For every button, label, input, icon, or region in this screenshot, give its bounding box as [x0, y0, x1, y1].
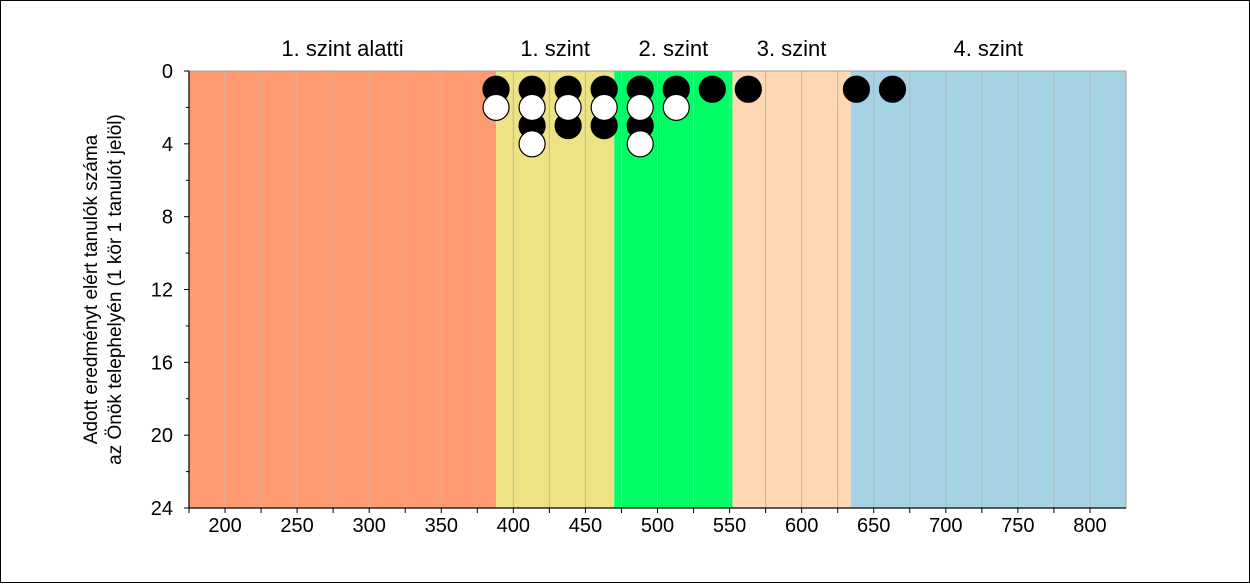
y-tick-label: 0	[162, 61, 173, 83]
hollow-student-marker	[518, 93, 546, 122]
x-tick-label: 750	[1001, 515, 1034, 537]
axes-layer	[184, 70, 1127, 513]
band-4	[732, 71, 851, 508]
x-tick-label: 550	[713, 515, 746, 537]
grid-layer	[188, 71, 1091, 508]
band-2	[496, 71, 615, 508]
y-tick-label: 24	[151, 498, 173, 520]
hollow-student-marker	[662, 93, 690, 122]
y-tick-label: 4	[162, 134, 173, 156]
y-tick-label: 12	[151, 280, 173, 302]
labels-layer: 1. szint alatti 1. szint 2. szint 3. szint 4…	[151, 36, 1107, 537]
y-tick-label: 20	[151, 425, 173, 447]
x-tick-label: 700	[929, 515, 962, 537]
hollow-student-marker	[482, 93, 510, 122]
x-tick-label: 200	[208, 515, 241, 537]
x-tick-label: 450	[569, 515, 602, 537]
band-label-1: 1. szint alatti	[281, 36, 403, 61]
hollow-student-marker	[518, 130, 546, 158]
hollow-student-marker	[626, 93, 654, 122]
filled-student-marker	[878, 75, 907, 103]
y-tick-label: 8	[162, 207, 173, 229]
hollow-student-marker	[590, 93, 618, 122]
y-tick-label: 16	[151, 352, 173, 374]
y-axis-label-line-2: az Önök telephelyén (1 kör 1 tanulót jel…	[105, 114, 126, 465]
y-axis-label-line-1: Adott eredményt elért tanulók száma	[81, 134, 102, 444]
hollow-student-marker	[554, 93, 582, 122]
hollow-student-marker	[626, 130, 654, 158]
x-tick-label: 600	[785, 515, 818, 537]
x-tick-label: 300	[353, 515, 386, 537]
filled-student-marker	[698, 75, 726, 103]
filled-student-marker	[734, 75, 762, 103]
band-label-4: 3. szint	[757, 36, 827, 61]
band-label-3: 2. szint	[639, 36, 709, 61]
filled-student-marker	[842, 75, 871, 103]
x-tick-label: 650	[857, 515, 890, 537]
band-1	[189, 71, 497, 508]
x-tick-label: 800	[1073, 515, 1106, 537]
x-tick-label: 250	[280, 515, 313, 537]
x-tick-label: 400	[497, 515, 530, 537]
points-layer	[482, 75, 907, 158]
x-tick-label: 500	[641, 515, 674, 537]
band-label-5: 4. szint	[953, 36, 1023, 61]
bands-layer	[189, 71, 1126, 508]
band-label-2: 1. szint	[520, 36, 590, 61]
x-tick-label: 350	[425, 515, 458, 537]
band-5	[850, 71, 1126, 508]
